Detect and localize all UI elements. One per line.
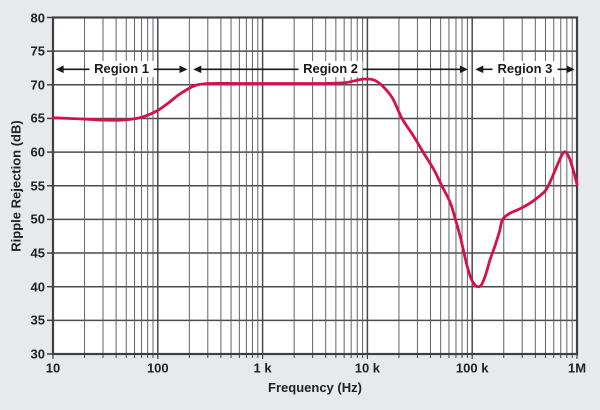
region-1-arrowhead-right [179, 65, 188, 74]
region-3-arrowhead-left [475, 65, 484, 74]
x-tick-label-10k: 10 k [354, 360, 381, 376]
y-tick-label-70: 70 [30, 77, 45, 93]
y-tick-label-80: 80 [30, 10, 45, 25]
y-tick-label-60: 60 [30, 144, 45, 160]
y-tick-label-30: 30 [30, 346, 45, 362]
x-tick-label-100: 100 [146, 360, 169, 376]
ripple-rejection-curve [51, 77, 579, 289]
x-tick-label-10: 10 [45, 360, 61, 376]
y-tick-label-45: 45 [30, 245, 45, 261]
y-tick-label-65: 65 [30, 110, 45, 126]
x-tick-label-100k: 100 k [455, 360, 489, 376]
region-2-label: Region 2 [298, 61, 364, 78]
x-tick-label-1M: 1M [567, 360, 587, 376]
y-tick-label-35: 35 [30, 312, 45, 328]
region-1-label: Region 1 [89, 61, 155, 78]
y-tick-label-55: 55 [30, 178, 45, 194]
region-2-arrowhead-left [193, 65, 202, 74]
y-tick-label-75: 75 [30, 43, 45, 59]
y-tick-label-50: 50 [30, 211, 45, 227]
region-3-label: Region 3 [492, 61, 558, 78]
y-tick-label-40: 40 [30, 279, 45, 295]
region-2-arrowhead-right [459, 65, 468, 74]
region-1-arrowhead-left [55, 65, 64, 74]
region-3-arrowhead-right [566, 65, 575, 74]
x-tick-label-1k: 1 k [253, 360, 272, 376]
x-axis-title: Frequency (Hz) [268, 380, 362, 395]
